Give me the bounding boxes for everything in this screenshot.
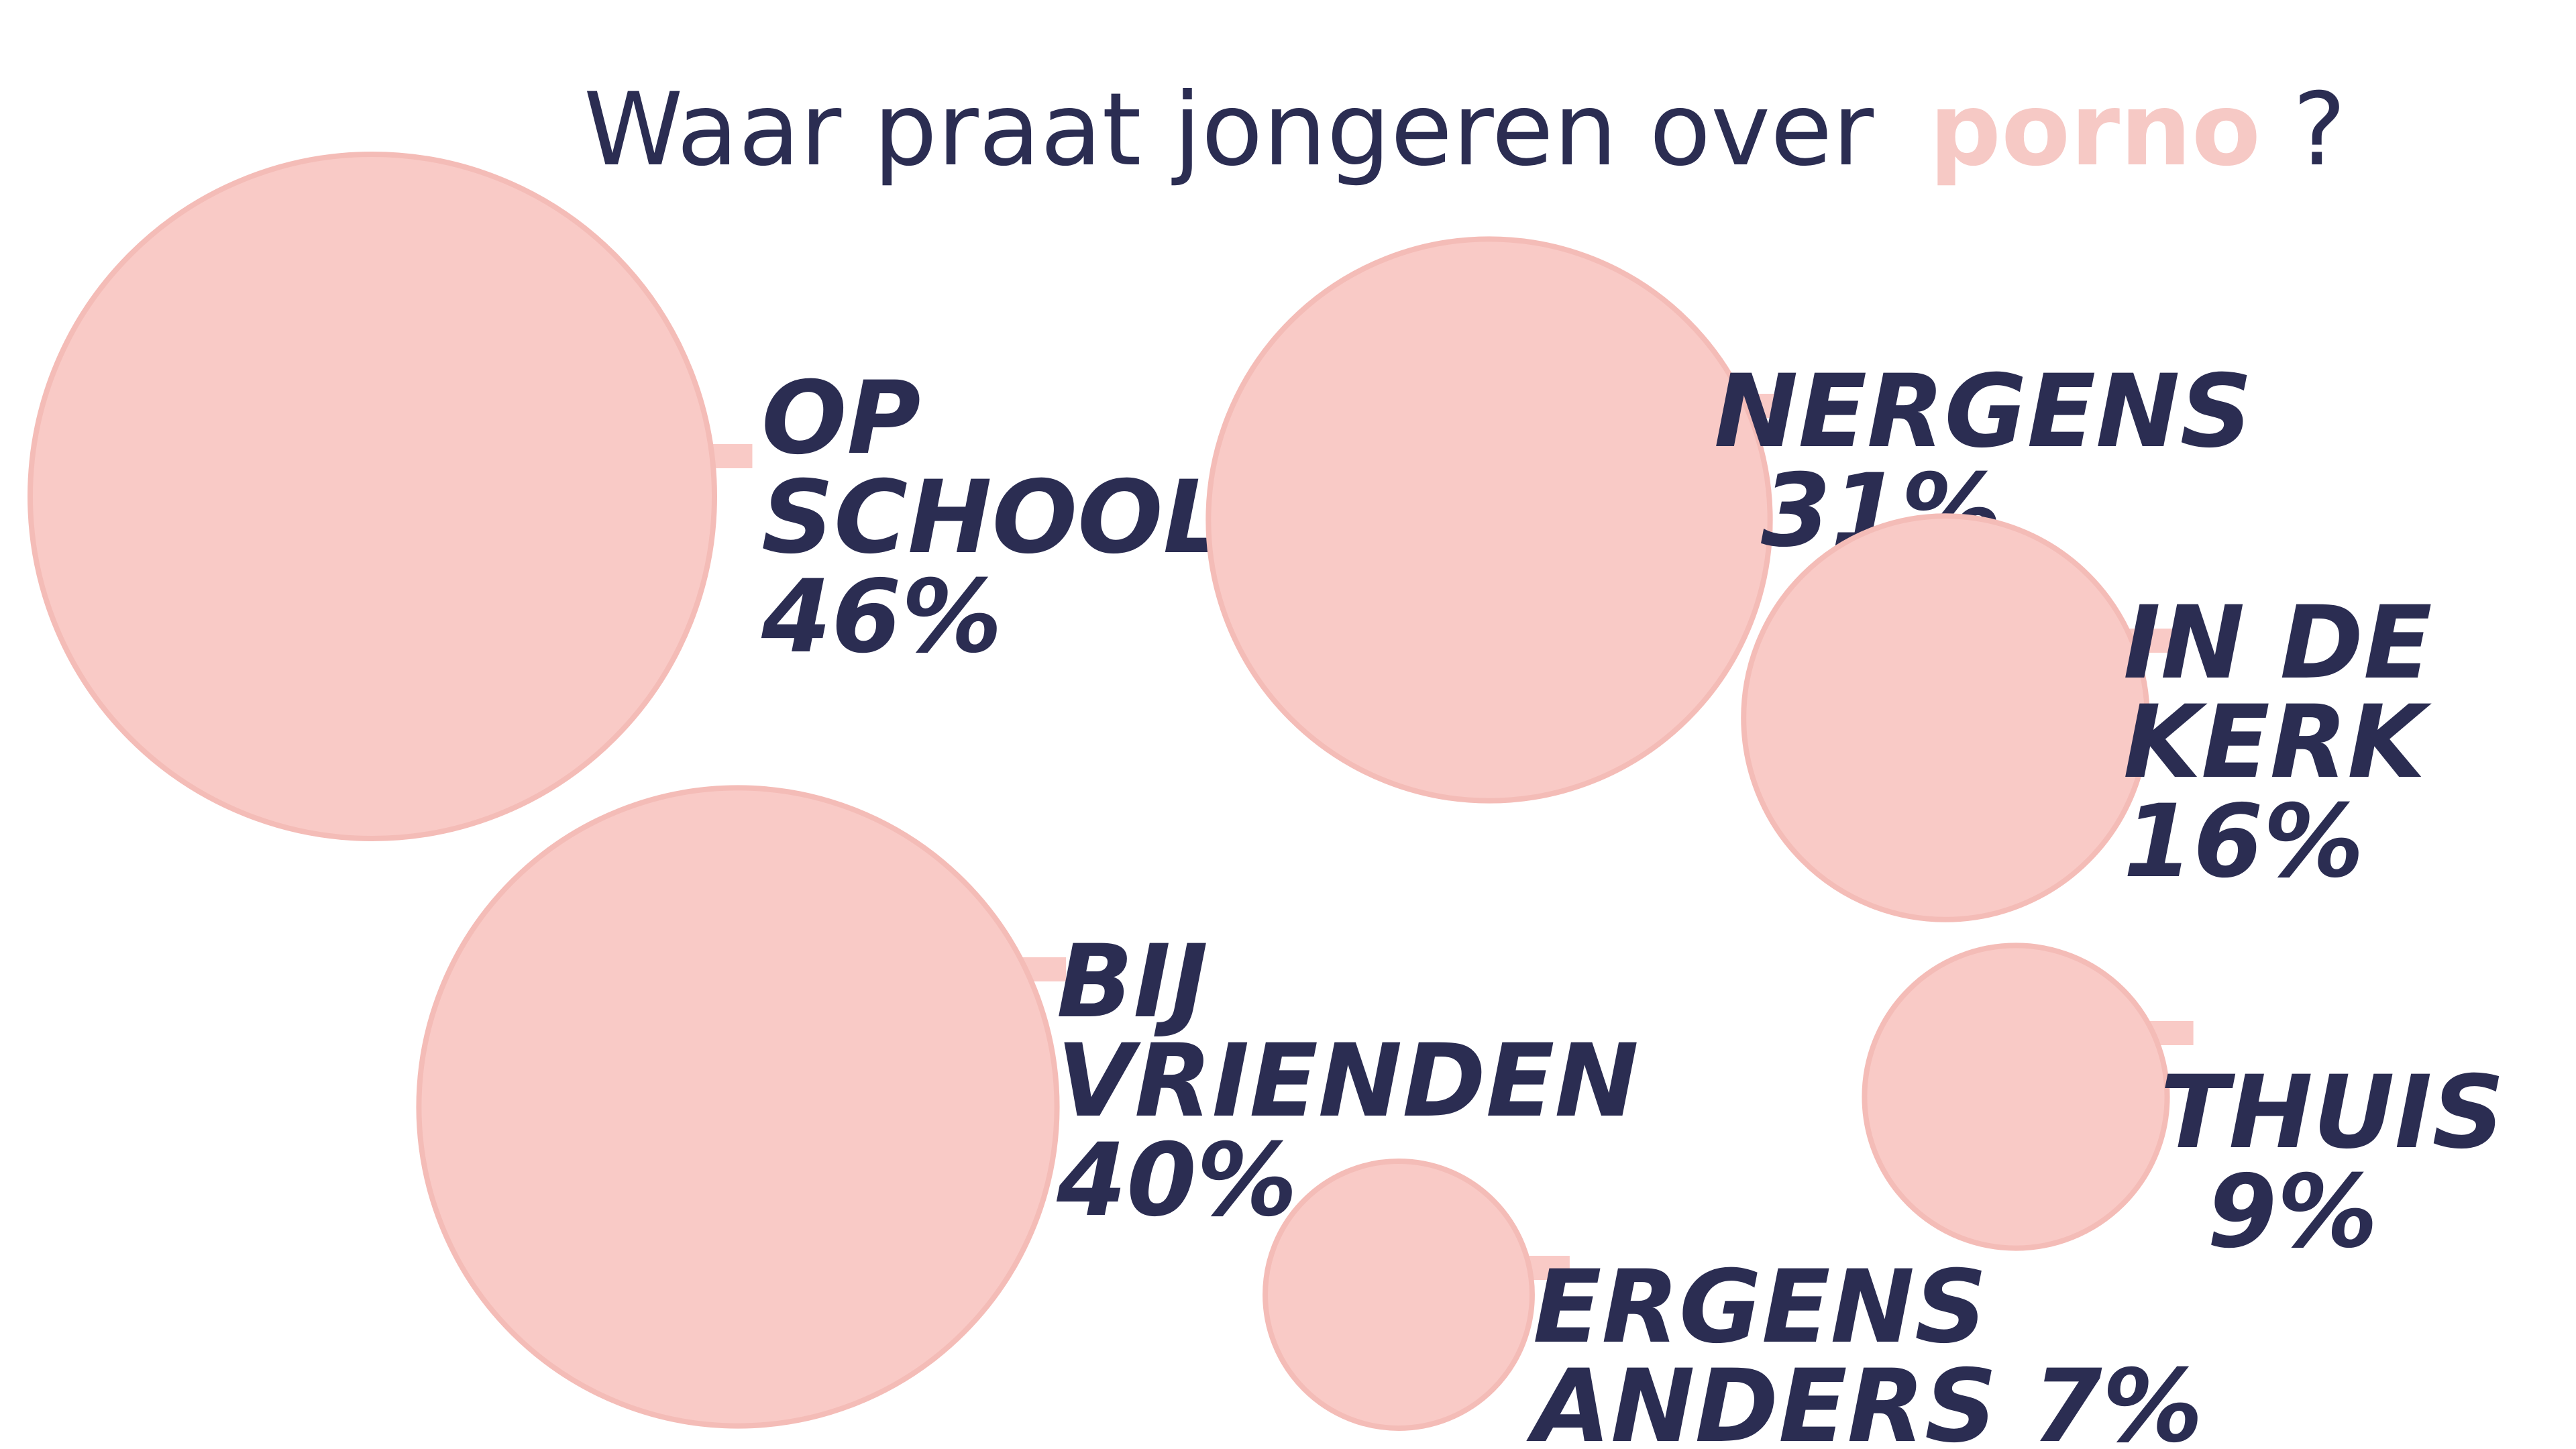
bubble-label-line: SCHOOL [761,460,1227,576]
bubble-label-line: VRIENDEN [1057,1023,1639,1140]
bubble-label-line: ERGENS [1533,1249,1987,1366]
bubble-circle [416,785,1060,1429]
bubble-label-line: KERK [2123,684,2432,801]
bubble-value-label: 46% [761,559,1002,676]
bubble-circle [1205,236,1773,804]
title-prefix: Waar praat jongeren over [584,72,1874,189]
bubble-label-line: IN DE [2123,585,2432,702]
bubble-circle [1263,1159,1535,1431]
title-highlight: porno [1929,72,2261,189]
chart-title: Waar praat jongeren over porno ? [584,72,2346,189]
title-suffix: ? [2293,72,2347,189]
bubble-circle [1862,943,2170,1251]
bubble-value-label: 16% [2123,784,2364,900]
bubble-label-line-with-value: ANDERS 7% [1526,1348,2203,1449]
bubble-value-label: 9% [2207,1154,2378,1271]
bubble-circle [28,152,717,841]
bubble-circle [1741,513,2150,922]
bubble-label-line: NERGENS [1714,354,2253,470]
bubble-value-label: 40% [1056,1122,1297,1239]
bubble-label-line: OP [761,360,920,477]
bubble-label-line: BIJ [1057,924,1208,1040]
bubble-label-line: THUIS [2160,1055,2505,1171]
